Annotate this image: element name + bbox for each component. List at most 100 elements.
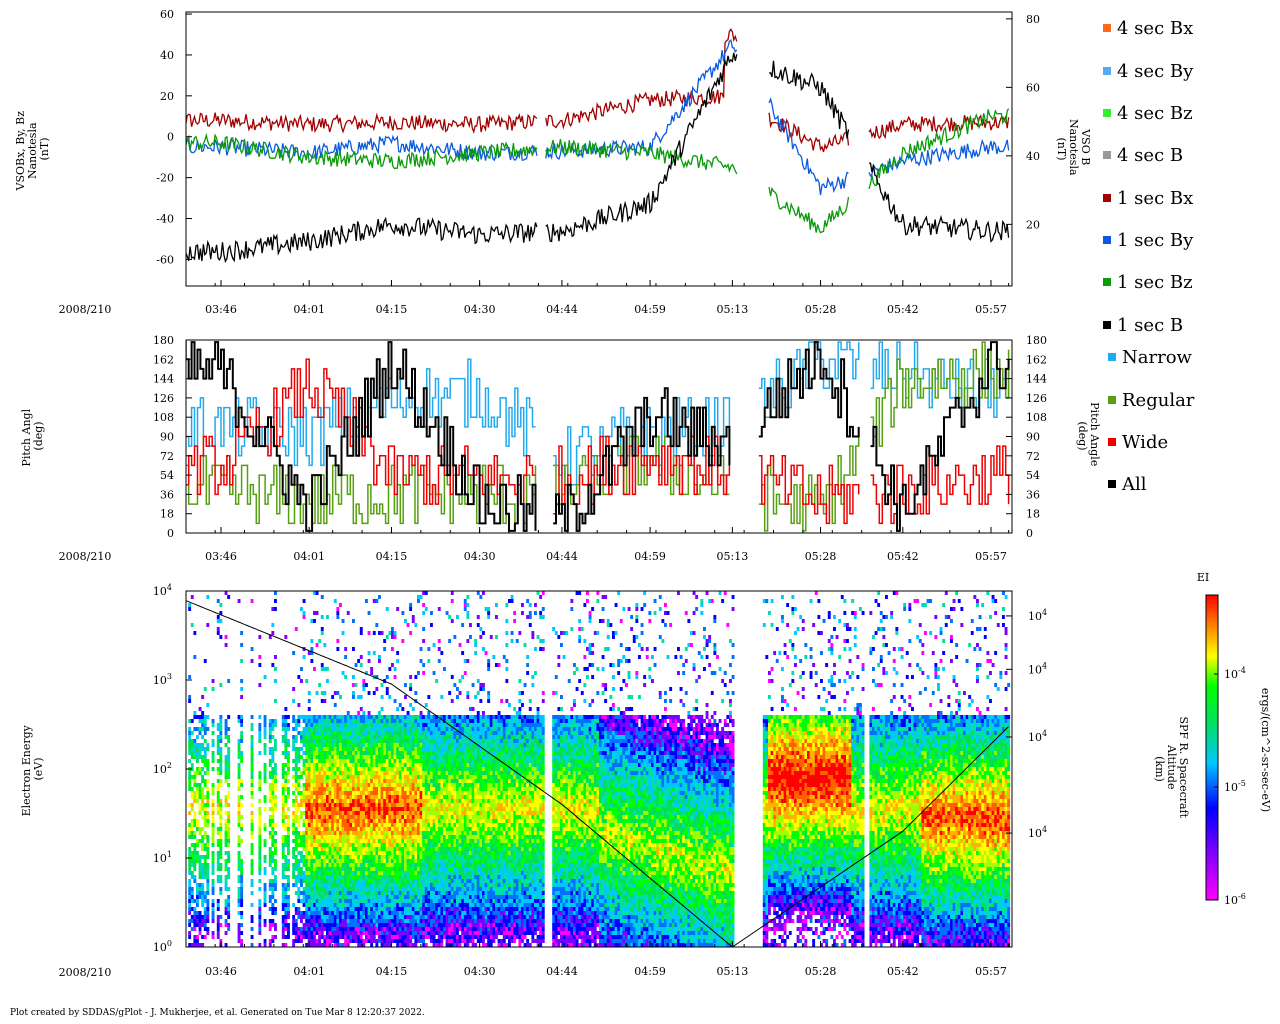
spectrogram-cell bbox=[281, 903, 285, 907]
spectrogram-cell bbox=[219, 719, 223, 723]
spectrogram-cell bbox=[344, 927, 348, 931]
spectrogram-cell bbox=[383, 911, 387, 915]
spectrogram-cell bbox=[206, 907, 210, 911]
spectrogram-cell bbox=[432, 907, 436, 911]
spectrogram-cell bbox=[404, 875, 407, 879]
spectrogram-cell bbox=[193, 711, 197, 715]
spectrogram-cell bbox=[409, 719, 413, 723]
spectrogram-cell bbox=[190, 791, 194, 795]
spectrogram-cell bbox=[326, 731, 329, 735]
spectrogram-cell bbox=[398, 811, 402, 815]
spectrogram-cell bbox=[427, 659, 431, 663]
spectrogram-cell bbox=[216, 743, 220, 747]
spectrogram-cell bbox=[378, 911, 381, 915]
spectrogram-cell bbox=[302, 763, 306, 767]
spectrogram-cell bbox=[216, 919, 220, 923]
spectrogram-cell bbox=[362, 839, 366, 843]
spectrogram-cell bbox=[409, 771, 413, 775]
spectrogram-cell bbox=[196, 751, 199, 755]
spectrogram-cell bbox=[307, 835, 311, 839]
spectrogram-cell bbox=[424, 743, 428, 747]
spectrogram-cell bbox=[294, 759, 298, 763]
spectrogram-cell bbox=[326, 747, 329, 751]
spectrogram-cell bbox=[336, 883, 340, 887]
spectrogram-cell bbox=[326, 887, 329, 891]
spectrogram-cell bbox=[323, 723, 327, 727]
panel2-y-label: Pitch Angl (deg) bbox=[20, 405, 45, 466]
spectrogram-cell bbox=[365, 719, 368, 723]
spectrogram-cell bbox=[419, 931, 423, 935]
spectrogram-cell bbox=[401, 803, 405, 807]
spectrogram-cell bbox=[274, 883, 277, 887]
spectrogram-cell bbox=[352, 863, 355, 867]
spectrogram-cell bbox=[336, 935, 340, 939]
spectrogram-cell bbox=[432, 883, 436, 887]
spectrogram-cell bbox=[456, 743, 459, 747]
spectrogram-cell bbox=[372, 907, 376, 911]
spectrogram-cell bbox=[196, 839, 199, 843]
spectrogram-cell bbox=[240, 863, 244, 867]
spectrogram-cell bbox=[453, 799, 457, 803]
spectrogram-cell bbox=[406, 823, 410, 827]
spectrogram-cell bbox=[440, 923, 444, 927]
spectrogram-cell bbox=[440, 823, 444, 827]
spectrogram-cell bbox=[346, 715, 350, 719]
spectrogram-cell bbox=[414, 911, 418, 915]
spectrogram-cell bbox=[305, 795, 309, 799]
spectrogram-cell bbox=[378, 939, 381, 943]
spectrogram-cell bbox=[203, 927, 207, 931]
spectrogram-cell bbox=[372, 935, 376, 939]
spectrogram-cell bbox=[346, 863, 350, 867]
spectrogram-cell bbox=[300, 799, 303, 803]
spectrogram-cell bbox=[409, 911, 413, 915]
spectrogram-cell bbox=[424, 911, 428, 915]
spectrogram-cell bbox=[378, 751, 381, 755]
spectrogram-cell bbox=[237, 751, 241, 755]
spectrogram-cell bbox=[422, 819, 426, 823]
spectrogram-cell bbox=[333, 859, 337, 863]
spectrogram-cell bbox=[274, 863, 277, 867]
spectrogram-cell bbox=[430, 891, 433, 895]
spectrogram-cell bbox=[385, 827, 389, 831]
spectrogram-cell bbox=[263, 751, 267, 755]
spectrogram-cell bbox=[383, 899, 387, 903]
spectrogram-cell bbox=[450, 699, 454, 703]
spectrogram-cell bbox=[294, 751, 298, 755]
spectrogram-cell bbox=[263, 891, 267, 895]
spectrogram-cell bbox=[359, 855, 363, 859]
spectrogram-cell bbox=[307, 651, 311, 655]
spectrogram-cell bbox=[346, 875, 350, 879]
spectrogram-cell bbox=[398, 871, 402, 875]
spectrogram-cell bbox=[448, 691, 452, 695]
spectrogram-cell bbox=[206, 823, 210, 827]
spectrogram-cell bbox=[375, 775, 379, 779]
spectrogram-cell bbox=[188, 903, 192, 907]
spectrogram-cell bbox=[326, 855, 329, 859]
spectrogram-cell bbox=[326, 863, 329, 867]
spectrogram-cell bbox=[302, 799, 306, 803]
spectrogram-cell bbox=[307, 811, 311, 815]
spectrogram-cell bbox=[258, 871, 262, 875]
spectrogram-cell bbox=[326, 875, 329, 879]
spectrogram-cell bbox=[450, 923, 454, 927]
spectrogram-cell bbox=[432, 643, 436, 647]
spectrogram-cell bbox=[258, 863, 262, 867]
spectrogram-cell bbox=[435, 927, 439, 931]
spectrogram-cell bbox=[393, 631, 397, 635]
spectrogram-cell bbox=[211, 867, 215, 871]
spectrogram-cell bbox=[380, 695, 384, 699]
spectrogram-cell bbox=[443, 743, 446, 747]
spectrogram-cell bbox=[240, 687, 244, 691]
spectrogram-cell bbox=[188, 783, 192, 787]
spectrogram-cell bbox=[432, 923, 436, 927]
spectrogram-cell bbox=[440, 847, 444, 851]
spectrogram-cell bbox=[201, 887, 205, 891]
spectrogram-cell bbox=[448, 787, 452, 791]
spectrogram-cell bbox=[305, 843, 309, 847]
spectrogram-cell bbox=[219, 763, 223, 767]
spectrogram-cell bbox=[284, 867, 288, 871]
spectrogram-cell bbox=[326, 883, 329, 887]
spectrogram-cell bbox=[349, 899, 353, 903]
spectrogram-cell bbox=[432, 835, 436, 839]
spectrogram-cell bbox=[310, 799, 314, 803]
